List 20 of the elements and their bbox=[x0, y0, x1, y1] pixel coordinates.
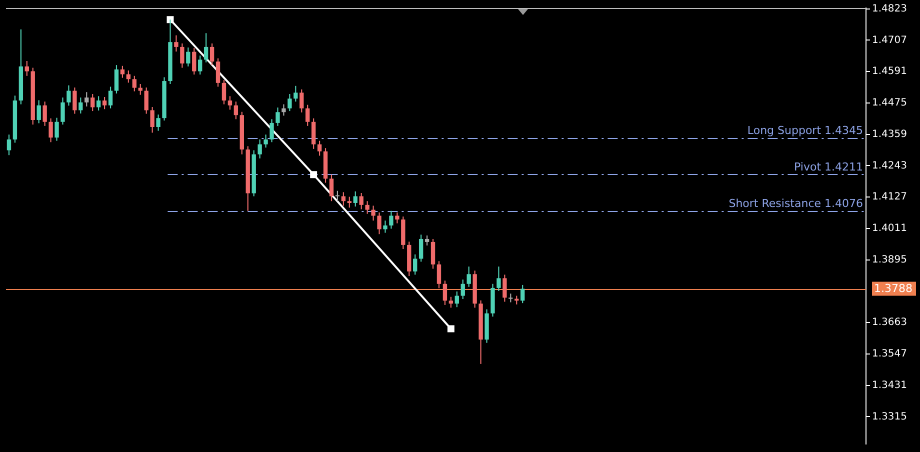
y-tick-label: 1.3895 bbox=[872, 254, 907, 266]
y-tick-label: 1.3547 bbox=[872, 348, 907, 360]
ref-line-label: 1.3788 bbox=[874, 282, 912, 296]
ref-line-label: Long Support 1.4345 bbox=[747, 124, 863, 138]
y-tick-label: 1.4011 bbox=[872, 223, 907, 234]
y-tick-label: 1.4823 bbox=[872, 3, 907, 14]
y-tick-label: 1.4475 bbox=[872, 98, 907, 109]
y-tick-label: 1.4707 bbox=[872, 34, 907, 46]
y-tick-label: 1.3663 bbox=[872, 317, 907, 328]
y-tick-label: 1.3431 bbox=[872, 380, 907, 391]
y-tick-label: 1.3315 bbox=[872, 411, 907, 422]
candlestick bbox=[508, 294, 513, 302]
y-tick-label: 1.4127 bbox=[872, 192, 907, 203]
ref-line-label: Short Resistance 1.4076 bbox=[728, 196, 863, 210]
point bbox=[310, 171, 318, 178]
y-tick-label: 1.4243 bbox=[872, 160, 907, 172]
point bbox=[447, 325, 454, 332]
y-tick-label: 1.4359 bbox=[872, 128, 907, 140]
y-tick-label: 1.4591 bbox=[872, 66, 907, 78]
ref-line-label: Pivot 1.4211 bbox=[794, 160, 863, 174]
